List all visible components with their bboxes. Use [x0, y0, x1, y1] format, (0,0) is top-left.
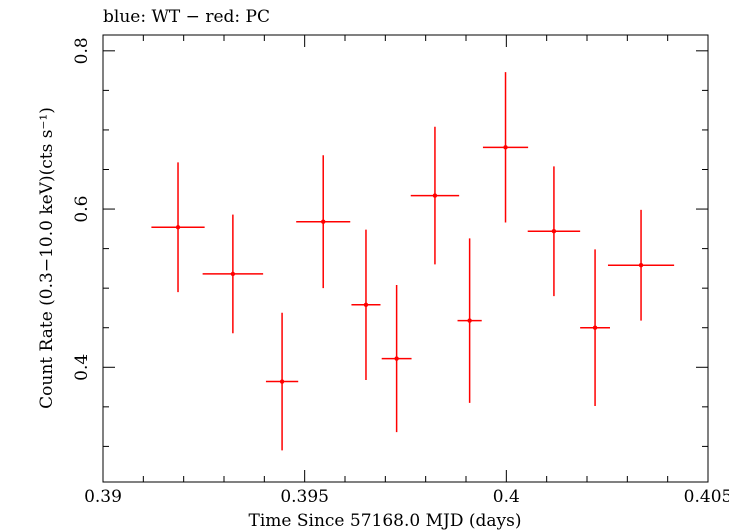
data-points — [151, 72, 675, 451]
data-point — [321, 219, 326, 224]
data-point — [279, 379, 285, 384]
data-point — [432, 193, 438, 198]
x-tick-label: 0.395 — [280, 487, 329, 507]
y-axis-label: Count Rate (0.3−10.0 keV)(cts s⁻¹) — [37, 107, 57, 409]
data-point — [394, 356, 399, 361]
x-tick-label: 0.4 — [493, 487, 520, 507]
data-point — [551, 229, 557, 234]
data-point — [592, 325, 598, 330]
chart-title: blue: WT − red: PC — [103, 7, 270, 27]
x-axis-label: Time Since 57168.0 MJD (days) — [249, 511, 522, 531]
data-point — [467, 318, 472, 323]
x-tick-label: 0.39 — [84, 487, 122, 507]
axis-ticks — [102, 35, 709, 482]
data-point — [230, 271, 236, 277]
data-point — [363, 302, 369, 307]
data-point — [503, 145, 508, 150]
y-tick-label: 0.6 — [72, 196, 92, 223]
data-point — [638, 263, 644, 268]
y-tick-label: 0.4 — [72, 354, 92, 381]
plot-frame — [102, 34, 709, 483]
x-tick-label: 0.405 — [684, 487, 729, 507]
axis-tick-labels: 0.39 0.395 0.4 0.405 0.4 0.6 0.8 — [72, 37, 729, 507]
data-point — [175, 225, 181, 230]
y-tick-label: 0.8 — [72, 37, 92, 64]
